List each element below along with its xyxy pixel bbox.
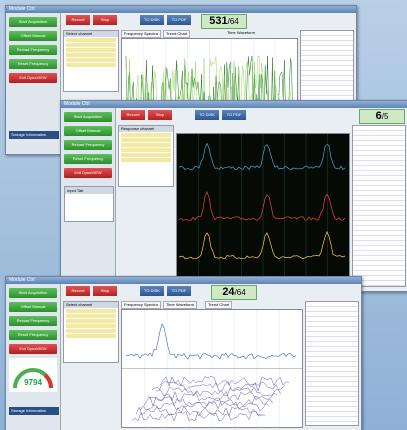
sidebar-button[interactable]: Offset Manual (9, 302, 57, 312)
frf-graphic (179, 192, 345, 220)
toolbar-button[interactable]: TO PDF (167, 15, 191, 25)
list-row (66, 309, 116, 313)
list-row (121, 138, 171, 142)
toolbar-button[interactable]: Stop (93, 15, 117, 25)
waterfall-graphic (148, 391, 277, 401)
waterfall-graphic (156, 381, 285, 391)
acquisition-counter: 6/5 (359, 109, 405, 124)
list-row (121, 153, 171, 157)
spectrum-graphic (126, 324, 296, 359)
app-window: Module Ctrl Start Acquisition Offset Manua… (5, 276, 362, 430)
toolbar-button[interactable]: Record (121, 110, 145, 120)
waterfall-graphic (152, 387, 281, 397)
sidebar-button[interactable]: Reload Frequency (9, 45, 57, 55)
counter-total: /64 (228, 17, 239, 26)
chart-area (176, 133, 350, 289)
list-row (66, 53, 116, 57)
list-title: Response channel (119, 126, 173, 132)
waterfall-graphic (132, 411, 261, 421)
channel-list: Select channel (63, 30, 119, 92)
tree-title: Input Tab (65, 187, 113, 194)
toolbar-button[interactable]: Record (66, 286, 90, 296)
list-row (66, 63, 116, 67)
storage-info: Storage Information (9, 407, 59, 415)
list-title: Select channel (64, 31, 118, 37)
title-bar: Module Ctrl (6, 277, 361, 284)
desktop: (() => { const data = JSON.parse(documen… (0, 0, 407, 430)
table-row (306, 417, 358, 422)
list-row (121, 133, 171, 137)
value-table (305, 301, 359, 426)
acquisition-counter: 531/64 (201, 14, 247, 29)
toolbar-button[interactable]: TO DISK (195, 110, 219, 120)
list-row (121, 148, 171, 152)
toolbar-button[interactable]: TO DISK (140, 286, 164, 296)
storage-info: Storage Information (9, 131, 59, 139)
chart-title: Time Waveform (225, 30, 257, 36)
toolbar-button[interactable]: Stop (93, 286, 117, 296)
input-tree: Input Tab (64, 186, 114, 222)
chart-area (121, 309, 303, 428)
waterfall-graphic (160, 377, 289, 386)
channel-list: Response channel (118, 125, 174, 187)
list-row (66, 58, 116, 62)
list-row (66, 38, 116, 42)
sidebar-button[interactable]: Exit DynaVIEW (64, 168, 112, 178)
toolbar-button[interactable]: Stop (148, 110, 172, 120)
counter-total: /64 (235, 288, 246, 297)
sidebar-button[interactable]: Start Acquisition (9, 17, 57, 27)
title-bar: Module Ctrl (6, 6, 356, 13)
view-tab[interactable]: Trend Chart (205, 301, 232, 309)
list-title: Select channel (64, 302, 118, 308)
gauge-value: 9794 (24, 378, 42, 387)
channel-list: Select channel (63, 301, 119, 363)
sidebar-button[interactable]: Start Acquisition (64, 112, 112, 122)
counter-value: 24 (222, 286, 234, 298)
list-row (66, 334, 116, 338)
toolbar-button[interactable]: Record (66, 15, 90, 25)
gauge: 9794 (9, 358, 57, 392)
sidebar-button[interactable]: Offset Manual (64, 126, 112, 136)
counter-total: /5 (382, 112, 389, 121)
sidebar-button[interactable]: Offset Manual (9, 31, 57, 41)
acquisition-counter: 24/64 (211, 285, 257, 300)
waterfall-graphic (144, 396, 273, 406)
title-bar: Module Ctrl (61, 101, 407, 108)
view-tab[interactable]: Frequency Spectra (121, 301, 161, 309)
counter-value: 531 (209, 15, 227, 27)
sidebar-button[interactable]: Start Acquisition (9, 288, 57, 298)
value-table (352, 125, 406, 287)
frf-graphic (179, 232, 345, 259)
list-row (66, 319, 116, 323)
list-row (66, 314, 116, 318)
gauge-arc-end (45, 375, 51, 388)
sidebar-button[interactable]: Reset Frequency (9, 59, 57, 69)
list-row (121, 158, 171, 162)
sidebar-button[interactable]: Reload Frequency (9, 316, 57, 326)
sidebar-button[interactable]: Reload Frequency (64, 140, 112, 150)
view-tab[interactable]: Frequency Spectra (121, 30, 161, 38)
sidebar-button[interactable]: Reset Frequency (64, 154, 112, 164)
toolbar-button[interactable]: TO DISK (140, 15, 164, 25)
sidebar: Start Acquisition Offset Manual Reload Fre… (61, 108, 116, 291)
sidebar-button[interactable]: Exit DynaVIEW (9, 73, 57, 83)
list-row (66, 324, 116, 328)
list-row (66, 329, 116, 333)
view-tab[interactable]: Time Waveform (163, 301, 197, 309)
sidebar: Start Acquisition Offset Manual Reload Fre… (6, 13, 61, 154)
list-row (66, 48, 116, 52)
app-window: Module Ctrl Start Acquisition Offset Manua… (60, 100, 407, 292)
sidebar-button[interactable]: Exit DynaVIEW (9, 344, 57, 354)
view-tab[interactable]: Trend Chart (163, 30, 190, 38)
list-row (121, 143, 171, 147)
list-row (66, 43, 116, 47)
sidebar: Start Acquisition Offset Manual Reload Fre… (6, 284, 61, 430)
frf-graphic (179, 143, 345, 169)
toolbar-button[interactable]: TO PDF (167, 286, 191, 296)
toolbar-button[interactable]: TO PDF (222, 110, 246, 120)
sidebar-button[interactable]: Reset Frequency (9, 330, 57, 340)
